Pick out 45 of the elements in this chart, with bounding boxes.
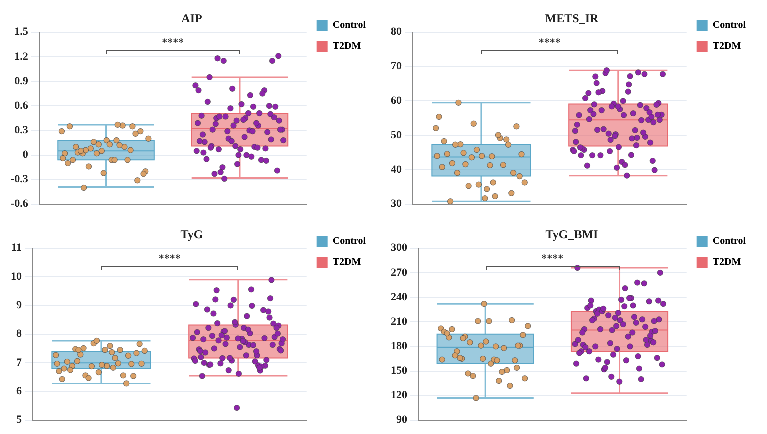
y-tick-label: 210: [391, 316, 408, 328]
legend-label: Control: [712, 236, 746, 248]
legend-label: Control: [712, 20, 746, 32]
y-tick-label: 40: [391, 164, 402, 176]
y-tick-label: 70: [391, 60, 402, 73]
y-tick-label: 0.6: [14, 100, 29, 112]
y-tick-label: 30: [391, 198, 402, 210]
y-tick-label: 0: [22, 149, 29, 162]
legend-label: T2DM: [712, 257, 742, 268]
y-tick-label: -0.3: [10, 174, 29, 186]
legend-label: T2DM: [332, 41, 362, 52]
annotation: ****: [542, 252, 564, 265]
y-tick-label: 120: [391, 390, 408, 402]
y-tick-label: 0.3: [14, 124, 29, 137]
y-tick-label: 90: [396, 414, 408, 426]
y-tick-label: 0.9: [14, 75, 29, 88]
legend-label: Control: [332, 20, 366, 32]
y-tick-label: 9: [16, 300, 22, 312]
chart-title: TyG: [180, 227, 204, 242]
y-tick-label: 240: [391, 291, 408, 304]
y-tick-label: 80: [391, 26, 402, 38]
y-tick-label: 11: [12, 242, 22, 254]
chart-title: METS_IR: [545, 11, 600, 26]
y-tick-label: 50: [391, 129, 402, 142]
y-tick-label: 180: [391, 340, 408, 353]
y-tick-label: 300: [391, 242, 408, 254]
legend-label: Control: [332, 236, 366, 248]
chart-title: AIP: [182, 11, 202, 26]
chart-title: TyG_BMI: [546, 227, 599, 242]
y-tick-label: 1.5: [14, 26, 29, 38]
y-tick-label: 7: [16, 356, 22, 369]
y-tick-label: 10: [11, 270, 22, 283]
legend-label: T2DM: [712, 41, 742, 52]
y-tick-label: 6: [16, 386, 22, 398]
annotation: ****: [162, 36, 185, 49]
y-tick-label: 8: [16, 328, 22, 340]
y-tick-label: 60: [391, 95, 402, 108]
annotation: ****: [538, 36, 562, 49]
y-tick-label: 5: [16, 414, 22, 426]
y-tick-label: 150: [391, 365, 408, 378]
y-tick-label: 1.2: [14, 50, 29, 63]
y-tick-label: -0.6: [10, 198, 29, 210]
annotation: ****: [158, 252, 182, 265]
y-tick-label: 270: [391, 266, 408, 279]
legend-label: T2DM: [332, 257, 362, 268]
